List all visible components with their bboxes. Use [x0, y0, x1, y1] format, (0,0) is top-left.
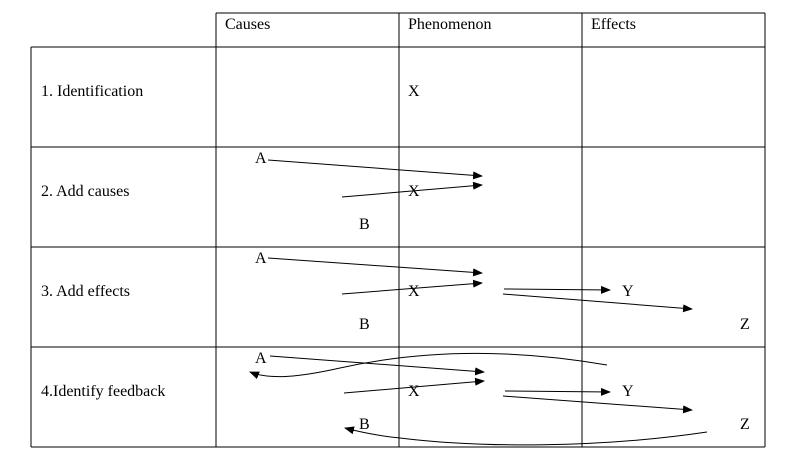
row-label-identify-feedback: 4.Identify feedback [41, 383, 165, 400]
row3-phenomenon-x: X [408, 283, 420, 300]
row3-cause-a: A [255, 250, 267, 267]
table-grid [30, 12, 766, 448]
row3-content: A X B Y Z [255, 250, 750, 333]
header-causes: Causes [225, 16, 270, 33]
row3-effect-z: Z [740, 316, 750, 333]
row2-arrow-b-to-x [341, 181, 483, 198]
header-effects: Effects [591, 16, 636, 33]
row4-arrow-a-to-x [269, 355, 485, 376]
row1-content: X [408, 83, 420, 100]
row2-content: A X B [255, 150, 483, 233]
row-label-add-causes: 2. Add causes [41, 183, 129, 200]
row4-feedback-z-to-b [344, 426, 708, 446]
row4-effect-y: Y [622, 383, 634, 400]
row4-arrow-x-to-y [504, 387, 611, 396]
row-label-identification: 1. Identification [41, 83, 143, 100]
row4-arrow-b-to-x [343, 377, 485, 394]
row4-cause-b: B [359, 416, 370, 433]
row1-phenomenon-x: X [408, 83, 420, 100]
row3-arrow-x-to-y [503, 285, 611, 294]
row4-feedback-y-to-a [249, 352, 608, 380]
row4-cause-a: A [255, 350, 267, 367]
row2-cause-b: B [359, 216, 370, 233]
row3-arrow-a-to-x [267, 257, 483, 277]
row3-cause-b: B [359, 316, 370, 333]
row4-phenomenon-x: X [408, 383, 420, 400]
row4-arrow-x-to-z [502, 395, 693, 414]
row2-phenomenon-x: X [408, 183, 420, 200]
row2-arrow-a-to-x [267, 159, 483, 180]
header-phenomenon: Phenomenon [408, 16, 492, 33]
row4-effect-z: Z [740, 416, 750, 433]
row3-effect-y: Y [622, 283, 634, 300]
row3-arrow-x-to-z [502, 293, 693, 313]
row-label-add-effects: 3. Add effects [41, 283, 130, 300]
row4-content: A X B Y Z [249, 350, 750, 446]
row2-cause-a: A [255, 150, 267, 167]
row3-arrow-b-to-x [341, 279, 483, 295]
